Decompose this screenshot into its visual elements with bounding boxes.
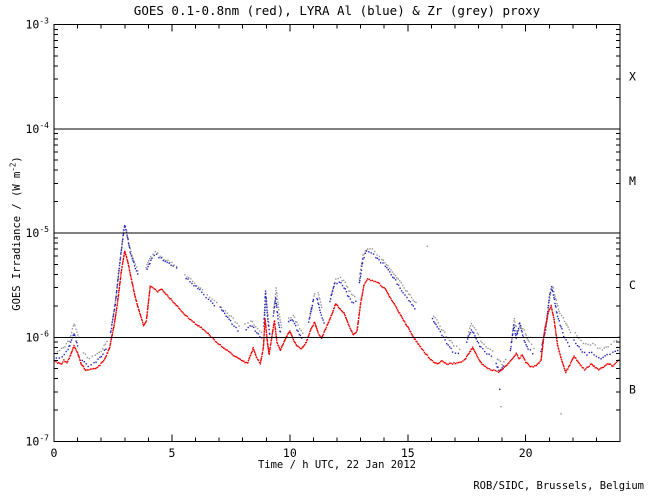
series-lyra_al xyxy=(55,224,619,390)
x-tick-label: 15 xyxy=(401,446,415,460)
chart-title: GOES 0.1-0.8nm (red), LYRA Al (blue) & Z… xyxy=(133,3,541,18)
x-tick-label: 20 xyxy=(519,446,533,460)
y-axis-label-exponent: -2 xyxy=(8,162,18,172)
y-tick-label: 10-5 xyxy=(26,225,50,240)
y-axis-label-text: GOES Irradiance / (W m xyxy=(11,171,23,311)
flare-class-label: M xyxy=(629,174,636,188)
y-axis-label: GOES Irradiance / (W m-2) xyxy=(9,109,24,359)
x-tick-label: 5 xyxy=(168,446,175,460)
axis-labels: 10-3 10-4 10-5 10-6 10-70 5 10 15 20 X M C B xyxy=(26,17,637,461)
axes xyxy=(53,24,621,442)
y-tick-label: 10-4 xyxy=(26,121,50,136)
series-goes xyxy=(53,250,621,374)
flare-class-label: C xyxy=(629,278,636,292)
y-tick-label: 10-3 xyxy=(26,17,50,32)
series-lyra_zr xyxy=(56,228,620,415)
credit-text: ROB/SIDC, Brussels, Belgium xyxy=(473,480,644,492)
x-tick-label: 10 xyxy=(283,446,297,460)
y-tick-label: 10-7 xyxy=(26,434,50,449)
flare-class-label: X xyxy=(629,70,636,84)
x-axis-label: Time / h UTC, 22 Jan 2012 xyxy=(257,459,417,471)
y-axis-label-suffix: ) xyxy=(11,156,23,163)
flare-class-label: B xyxy=(629,382,636,396)
x-tick-label: 0 xyxy=(51,446,58,460)
y-tick-label: 10-6 xyxy=(26,329,50,344)
